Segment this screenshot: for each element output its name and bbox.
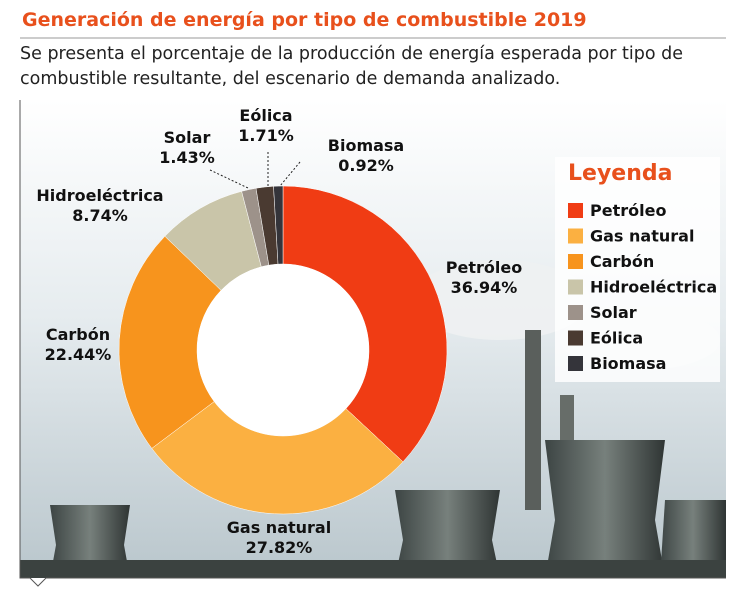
leader-line <box>279 161 301 187</box>
legend-label: Gas natural <box>590 227 694 246</box>
slice-value-label: 1.71% <box>238 126 294 145</box>
slice-value-label: 0.92% <box>338 156 394 175</box>
legend-swatch <box>568 203 583 218</box>
slice-value-label: 22.44% <box>45 345 112 364</box>
leader-line <box>209 169 249 189</box>
legend-swatch <box>568 228 583 244</box>
slice-label: Biomasa <box>328 136 404 155</box>
slice-value-label: 8.74% <box>72 206 128 225</box>
frame <box>19 100 726 587</box>
slice-label: Carbón <box>46 325 110 344</box>
chart-subtitle: Se presenta el porcentaje de la producci… <box>20 44 684 89</box>
slice-label: Hidroeléctrica <box>36 186 163 205</box>
legend-swatch <box>568 356 583 371</box>
slice-label: Gas natural <box>227 518 331 537</box>
legend-label: Carbón <box>590 252 654 271</box>
legend-title: Leyenda <box>568 161 672 186</box>
legend-swatch <box>568 254 583 269</box>
subtitle-box: Se presenta el porcentaje de la producci… <box>20 44 684 89</box>
legend-swatch <box>568 305 583 320</box>
legend-label: Petróleo <box>590 201 666 220</box>
legend-swatch <box>568 330 583 346</box>
legend-swatch <box>568 279 583 295</box>
chart-title: Generación de energía por tipo de combus… <box>22 9 587 31</box>
slice-value-label: 36.94% <box>451 278 518 297</box>
slice-value-label: 27.82% <box>246 538 313 557</box>
legend-label: Solar <box>590 303 637 322</box>
legend-label: Hidroeléctrica <box>590 278 717 297</box>
legend-label: Eólica <box>590 329 643 348</box>
slice-value-label: 1.43% <box>159 148 215 167</box>
slice-label: Solar <box>164 128 211 147</box>
legend-label: Biomasa <box>590 354 666 373</box>
donut-hole <box>197 264 369 436</box>
slice-label: Petróleo <box>446 258 522 277</box>
slice-label: Eólica <box>239 106 292 125</box>
